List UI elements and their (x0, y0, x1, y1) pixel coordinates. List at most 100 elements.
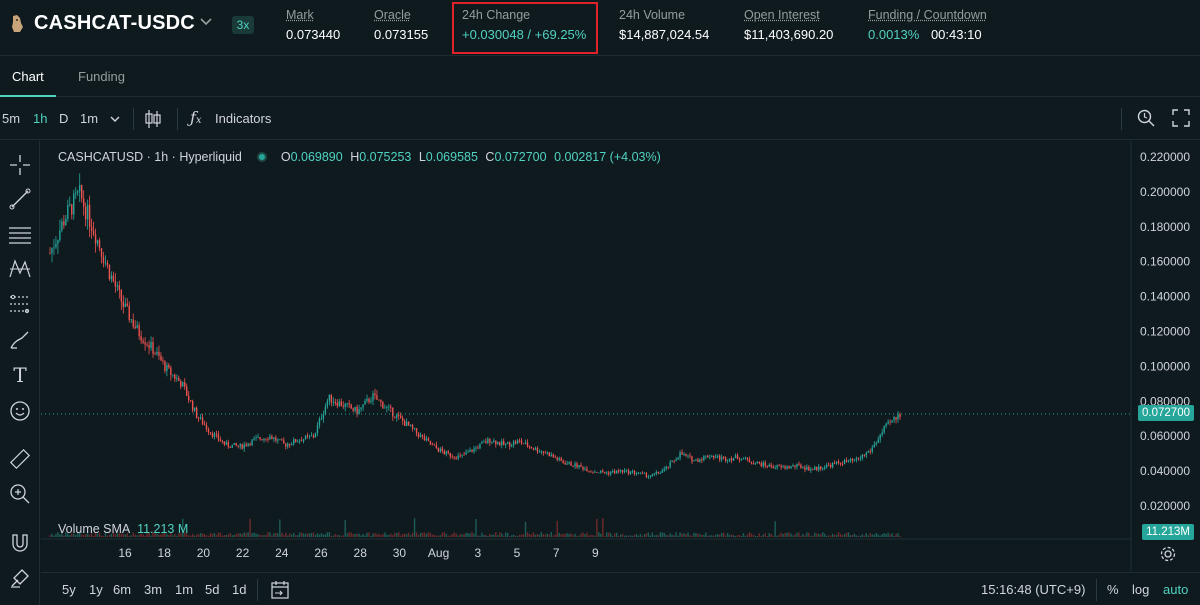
candle-body (245, 444, 247, 446)
range-1d[interactable]: 1d (232, 582, 247, 597)
interval-1h[interactable]: 1h (33, 111, 48, 126)
candle-body (90, 226, 93, 231)
volume-bar (265, 534, 267, 537)
range-1y[interactable]: 1y (89, 582, 103, 597)
candlestick-chart[interactable]: 0.220000 0.200000 0.180000 0.160000 0.140000… (41, 141, 1200, 571)
zoom-in-icon[interactable] (8, 482, 32, 506)
horizontal-lines-icon[interactable] (8, 222, 32, 246)
candle-body (851, 458, 854, 461)
volume-bar (610, 533, 612, 537)
tab-funding[interactable]: Funding (78, 69, 125, 84)
candle-body (443, 451, 445, 455)
volume-bar (354, 533, 356, 537)
volume-bar (203, 534, 206, 537)
trend-line-icon[interactable] (8, 187, 32, 211)
ohlc-open: 0.069890 (290, 150, 343, 164)
pattern-icon[interactable] (8, 257, 32, 281)
stat-value: 0.0013% 00:43:10 (868, 27, 987, 42)
log-scale-toggle[interactable]: log (1132, 582, 1150, 597)
volume-bar (810, 535, 812, 537)
price-chart[interactable]: 0.220000 0.200000 0.180000 0.160000 0.140000… (41, 141, 1200, 571)
x-tick-label: 16 (118, 546, 132, 560)
leverage-badge[interactable]: 3x (232, 16, 254, 34)
fib-retracement-icon[interactable] (8, 292, 32, 316)
text-tool-icon[interactable]: T (13, 363, 27, 387)
volume-bar (619, 534, 622, 537)
interval-d[interactable]: D (59, 111, 69, 126)
candle-body (558, 458, 560, 460)
volume-bar (71, 533, 73, 537)
chevron-down-icon[interactable] (199, 14, 213, 28)
range-1m[interactable]: 1m (175, 582, 194, 597)
candle-body (887, 421, 889, 424)
candle-body (617, 470, 620, 472)
chevron-down-icon[interactable] (109, 114, 121, 124)
volume-bar (223, 535, 226, 537)
range-6m[interactable]: 6m (113, 582, 132, 597)
candle-body (195, 407, 198, 418)
volume-bar (455, 533, 457, 537)
volume-bar (376, 534, 378, 537)
volume-bar (338, 535, 340, 537)
ruler-icon[interactable] (8, 447, 32, 471)
volume-bar (893, 535, 895, 537)
volume-bar (386, 534, 388, 537)
volume-bar (102, 535, 105, 537)
emoji-icon[interactable] (8, 399, 32, 423)
interval-1m[interactable]: 1m (80, 111, 99, 126)
volume-bar (865, 533, 868, 537)
volume-bar (497, 535, 499, 537)
screenshot-search-icon[interactable] (1136, 108, 1156, 128)
pair-selector[interactable]: CASHCAT-USDC (34, 12, 195, 34)
candle-body (556, 457, 558, 460)
timezone-clock[interactable]: 15:16:48 (UTC+9) (981, 582, 1086, 597)
brush-icon[interactable] (8, 328, 32, 352)
candle-body (833, 462, 836, 464)
candlestick-type-icon[interactable] (144, 108, 162, 130)
candle-body (209, 432, 212, 434)
tab-chart[interactable]: Chart (12, 69, 44, 84)
active-tab-indicator (0, 95, 56, 97)
volume-bar (596, 518, 598, 537)
candle-body (845, 460, 848, 462)
fullscreen-icon[interactable] (1172, 109, 1190, 127)
indicators-button[interactable]: Indicators (215, 111, 272, 126)
volume-bar (298, 532, 301, 537)
volume-bar (306, 533, 309, 537)
magnet-icon[interactable] (8, 531, 32, 555)
lock-drawings-icon[interactable] (8, 566, 32, 590)
range-5y[interactable]: 5y (62, 582, 76, 597)
candle-body (451, 456, 453, 458)
auto-scale-toggle[interactable]: auto (1163, 582, 1189, 597)
volume-bar (400, 535, 402, 537)
volume-bar (356, 533, 358, 537)
go-to-date-icon[interactable] (270, 580, 290, 600)
range-3m[interactable]: 3m (144, 582, 163, 597)
interval-5m[interactable]: 5m (2, 111, 21, 126)
indicators-fx-icon[interactable]: ƒx (190, 108, 202, 127)
volume-bar (683, 533, 685, 537)
candle-body (493, 440, 495, 443)
chart-settings-icon[interactable] (1159, 545, 1177, 563)
volume-bar (881, 534, 883, 537)
volume-bar (215, 535, 218, 537)
candle-body (738, 459, 741, 460)
candle-body (316, 425, 319, 434)
volume-tag: 11.213M (1142, 524, 1194, 540)
volume-bar (423, 532, 426, 537)
crosshair-icon[interactable] (8, 153, 32, 177)
candle-body (225, 442, 228, 445)
volume-bar (368, 532, 370, 537)
candle-body (61, 221, 63, 231)
volume-bar (703, 534, 705, 537)
volume-bar (818, 533, 820, 537)
percent-scale-toggle[interactable]: % (1107, 582, 1119, 597)
candle-body (261, 439, 263, 441)
range-5d[interactable]: 5d (205, 582, 220, 597)
candle-body (294, 439, 297, 443)
x-tick-label: 7 (553, 546, 560, 560)
candle-body (604, 472, 606, 474)
candle-body (592, 471, 594, 473)
volume-bar (245, 532, 247, 537)
candle-body (114, 281, 117, 287)
